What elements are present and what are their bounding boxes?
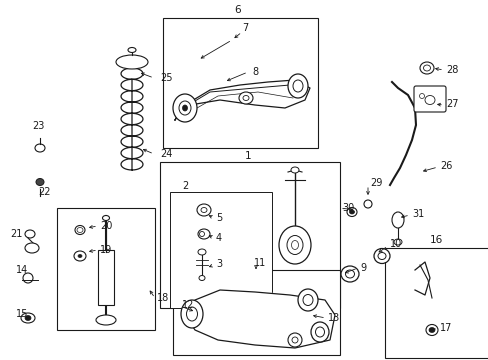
Polygon shape	[175, 80, 309, 120]
Ellipse shape	[287, 74, 307, 98]
Ellipse shape	[373, 248, 389, 264]
Ellipse shape	[182, 105, 187, 111]
Ellipse shape	[419, 94, 424, 99]
Ellipse shape	[198, 229, 209, 239]
Ellipse shape	[78, 255, 82, 257]
Bar	[384, 248, 488, 358]
Ellipse shape	[419, 62, 433, 74]
Ellipse shape	[116, 55, 148, 69]
Text: 16: 16	[428, 235, 442, 245]
Ellipse shape	[25, 315, 31, 320]
Text: 23: 23	[32, 121, 44, 131]
Ellipse shape	[391, 212, 403, 228]
Ellipse shape	[363, 200, 371, 208]
Ellipse shape	[425, 324, 437, 336]
Text: 28: 28	[445, 65, 457, 75]
Text: 15: 15	[16, 309, 28, 319]
Ellipse shape	[315, 327, 324, 337]
Ellipse shape	[75, 225, 85, 234]
Ellipse shape	[77, 228, 83, 233]
Text: 11: 11	[253, 258, 265, 268]
Ellipse shape	[173, 94, 197, 122]
Text: 9: 9	[359, 263, 366, 273]
Text: 14: 14	[16, 265, 28, 275]
Ellipse shape	[186, 307, 197, 321]
Text: 22: 22	[38, 187, 50, 197]
Ellipse shape	[346, 207, 356, 216]
Ellipse shape	[377, 252, 385, 260]
Bar	[57, 208, 155, 330]
Text: 19: 19	[100, 245, 112, 255]
Ellipse shape	[310, 322, 328, 342]
Ellipse shape	[74, 251, 86, 261]
Text: 6: 6	[234, 5, 241, 15]
Ellipse shape	[239, 92, 252, 104]
Ellipse shape	[303, 294, 312, 306]
Ellipse shape	[23, 273, 33, 283]
Ellipse shape	[197, 204, 210, 216]
Text: 12: 12	[182, 300, 194, 310]
Ellipse shape	[290, 167, 298, 173]
Ellipse shape	[36, 179, 44, 185]
Bar	[98, 250, 114, 305]
Text: 29: 29	[369, 178, 382, 188]
Ellipse shape	[349, 210, 354, 214]
Ellipse shape	[393, 239, 401, 245]
Ellipse shape	[243, 95, 248, 100]
Text: 27: 27	[445, 99, 458, 109]
Ellipse shape	[199, 231, 204, 237]
Ellipse shape	[181, 300, 203, 328]
Text: 24: 24	[160, 149, 172, 159]
Text: 25: 25	[160, 73, 172, 83]
Ellipse shape	[279, 226, 310, 264]
Text: 21: 21	[10, 229, 22, 239]
Text: 18: 18	[157, 293, 169, 303]
Text: 26: 26	[439, 161, 451, 171]
Text: 10: 10	[389, 239, 402, 249]
Ellipse shape	[297, 289, 317, 311]
Ellipse shape	[286, 235, 303, 255]
Text: 1: 1	[244, 151, 251, 161]
Ellipse shape	[287, 333, 302, 347]
Ellipse shape	[345, 270, 354, 278]
Ellipse shape	[21, 313, 35, 323]
Text: 20: 20	[100, 221, 112, 231]
Ellipse shape	[424, 95, 434, 104]
Ellipse shape	[291, 240, 298, 249]
Text: 2: 2	[182, 181, 188, 191]
Bar	[173, 270, 339, 355]
Bar	[160, 162, 339, 308]
Ellipse shape	[25, 243, 39, 253]
Ellipse shape	[96, 315, 116, 325]
Text: 13: 13	[327, 313, 340, 323]
Text: 8: 8	[251, 67, 258, 77]
Text: 17: 17	[439, 323, 451, 333]
Text: 31: 31	[411, 209, 424, 219]
Ellipse shape	[35, 144, 45, 152]
Text: 5: 5	[216, 213, 222, 223]
Ellipse shape	[179, 101, 191, 115]
Ellipse shape	[102, 216, 109, 220]
Bar	[170, 192, 271, 308]
Ellipse shape	[428, 328, 434, 333]
Text: 3: 3	[216, 259, 222, 269]
Ellipse shape	[199, 275, 204, 280]
Ellipse shape	[423, 65, 429, 71]
Ellipse shape	[198, 249, 205, 255]
Polygon shape	[183, 290, 334, 348]
Bar	[163, 18, 317, 148]
Ellipse shape	[128, 48, 136, 53]
Ellipse shape	[291, 337, 297, 343]
Text: 4: 4	[216, 233, 222, 243]
Ellipse shape	[201, 207, 206, 212]
Ellipse shape	[25, 230, 35, 238]
Text: 30: 30	[341, 203, 353, 213]
FancyBboxPatch shape	[413, 86, 445, 112]
Ellipse shape	[340, 266, 358, 282]
Ellipse shape	[292, 80, 303, 92]
Text: 7: 7	[242, 23, 247, 33]
